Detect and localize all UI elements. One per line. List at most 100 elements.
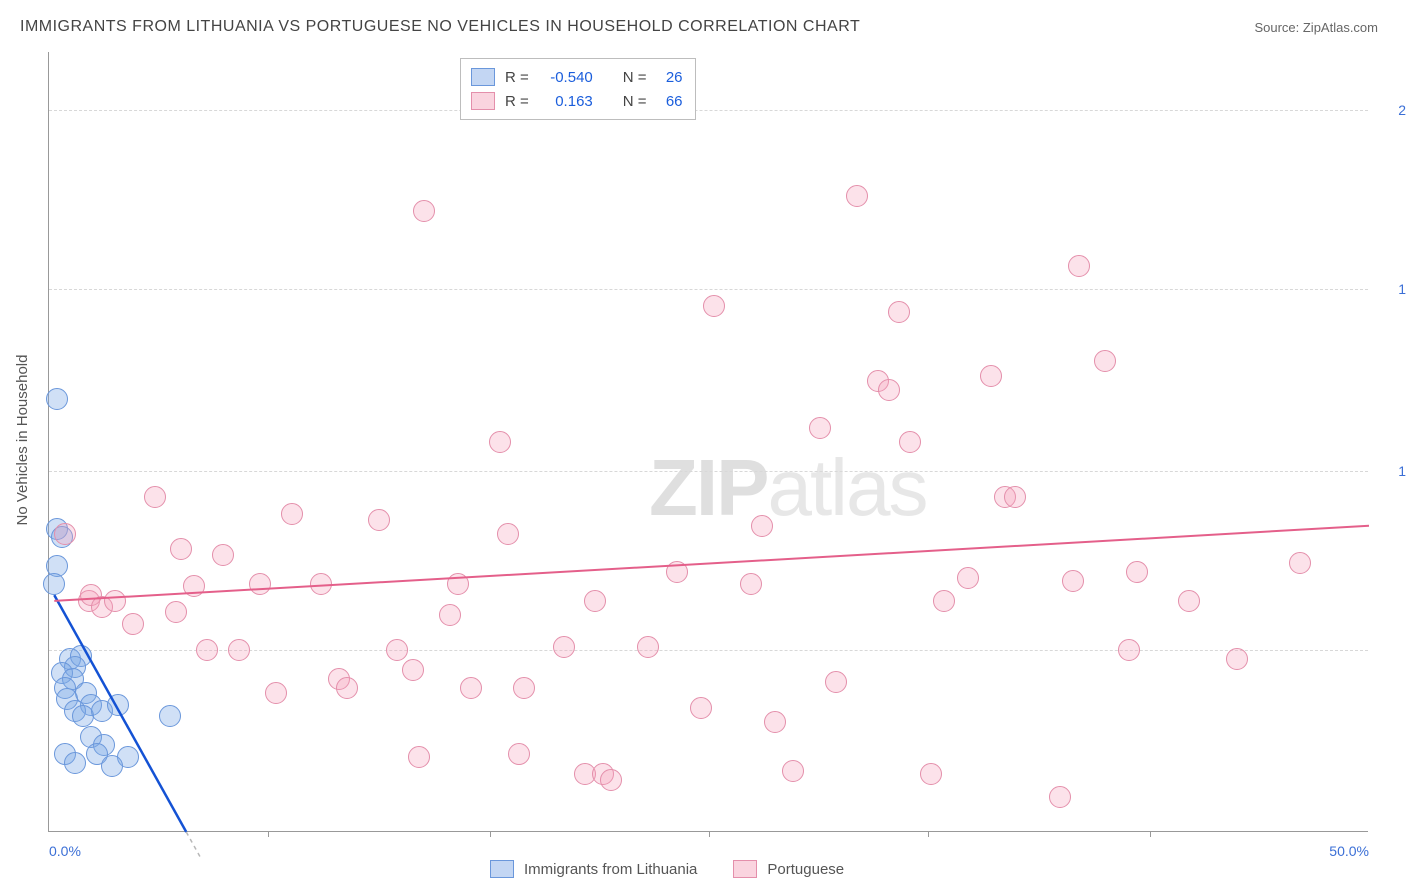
- scatter-point: [751, 515, 773, 537]
- scatter-point: [497, 523, 519, 545]
- x-tick: [1150, 831, 1151, 837]
- scatter-point: [1126, 561, 1148, 583]
- scatter-point: [1068, 255, 1090, 277]
- trend-line-extension: [186, 832, 201, 858]
- scatter-point: [281, 503, 303, 525]
- scatter-point: [553, 636, 575, 658]
- scatter-point: [584, 590, 606, 612]
- scatter-point: [600, 769, 622, 791]
- scatter-point: [336, 677, 358, 699]
- swatch-blue: [490, 860, 514, 878]
- scatter-point: [1289, 552, 1311, 574]
- scatter-point: [101, 755, 123, 777]
- x-tick-label: 50.0%: [1329, 843, 1369, 859]
- scatter-point: [764, 711, 786, 733]
- x-tick: [268, 831, 269, 837]
- chart-title: IMMIGRANTS FROM LITHUANIA VS PORTUGUESE …: [20, 18, 860, 36]
- n-label: N =: [623, 69, 647, 86]
- scatter-point: [413, 200, 435, 222]
- scatter-point: [368, 509, 390, 531]
- x-tick: [709, 831, 710, 837]
- scatter-point: [920, 763, 942, 785]
- bottom-legend: Immigrants from Lithuania Portuguese: [490, 860, 844, 878]
- scatter-point: [460, 677, 482, 699]
- y-tick-label: 18.8%: [1378, 281, 1406, 297]
- watermark: ZIPatlas: [649, 442, 926, 534]
- source-prefix: Source:: [1254, 20, 1302, 35]
- scatter-point: [878, 379, 900, 401]
- scatter-point: [439, 604, 461, 626]
- watermark-bold: ZIP: [649, 443, 767, 532]
- scatter-point: [980, 365, 1002, 387]
- scatter-point: [846, 185, 868, 207]
- scatter-point: [144, 486, 166, 508]
- scatter-point: [899, 431, 921, 453]
- scatter-point: [489, 431, 511, 453]
- x-tick: [928, 831, 929, 837]
- n-label: N =: [623, 93, 647, 110]
- y-tick-label: 12.5%: [1378, 463, 1406, 479]
- scatter-point: [107, 694, 129, 716]
- scatter-point: [447, 573, 469, 595]
- r-label: R =: [505, 93, 529, 110]
- scatter-point: [1062, 570, 1084, 592]
- scatter-point: [165, 601, 187, 623]
- y-tick-label: 6.3%: [1378, 642, 1406, 658]
- scatter-point: [703, 295, 725, 317]
- grid-line: [49, 289, 1368, 290]
- scatter-point: [809, 417, 831, 439]
- scatter-point: [54, 523, 76, 545]
- scatter-point: [212, 544, 234, 566]
- source-attribution: Source: ZipAtlas.com: [1254, 20, 1378, 35]
- legend-label-1: Portuguese: [767, 861, 844, 878]
- scatter-point: [957, 567, 979, 589]
- scatter-point: [1004, 486, 1026, 508]
- scatter-plot: ZIPatlas 6.3%12.5%18.8%25.0%0.0%50.0%: [48, 52, 1368, 832]
- scatter-point: [104, 590, 126, 612]
- scatter-point: [196, 639, 218, 661]
- scatter-point: [64, 752, 86, 774]
- legend-item-1: Portuguese: [733, 860, 844, 878]
- scatter-point: [1226, 648, 1248, 670]
- scatter-point: [782, 760, 804, 782]
- scatter-point: [666, 561, 688, 583]
- swatch-blue: [471, 68, 495, 86]
- scatter-point: [122, 613, 144, 635]
- stats-legend: R = -0.540 N = 26 R = 0.163 N = 66: [460, 58, 696, 120]
- n-value-1: 66: [657, 93, 683, 110]
- stats-row-series-1: R = 0.163 N = 66: [471, 89, 683, 113]
- scatter-point: [408, 746, 430, 768]
- scatter-point: [513, 677, 535, 699]
- swatch-pink: [471, 92, 495, 110]
- scatter-point: [170, 538, 192, 560]
- scatter-point: [1094, 350, 1116, 372]
- r-value-0: -0.540: [539, 69, 593, 86]
- scatter-point: [386, 639, 408, 661]
- scatter-point: [740, 573, 762, 595]
- stats-row-series-0: R = -0.540 N = 26: [471, 65, 683, 89]
- scatter-point: [249, 573, 271, 595]
- scatter-point: [508, 743, 530, 765]
- scatter-point: [43, 573, 65, 595]
- scatter-point: [1049, 786, 1071, 808]
- scatter-point: [310, 573, 332, 595]
- scatter-point: [265, 682, 287, 704]
- scatter-point: [690, 697, 712, 719]
- y-tick-label: 25.0%: [1378, 102, 1406, 118]
- scatter-point: [46, 388, 68, 410]
- r-value-1: 0.163: [539, 93, 593, 110]
- scatter-point: [183, 575, 205, 597]
- r-label: R =: [505, 69, 529, 86]
- scatter-point: [228, 639, 250, 661]
- scatter-point: [825, 671, 847, 693]
- grid-line: [49, 110, 1368, 111]
- scatter-point: [159, 705, 181, 727]
- watermark-rest: atlas: [767, 443, 926, 532]
- legend-item-0: Immigrants from Lithuania: [490, 860, 697, 878]
- scatter-point: [933, 590, 955, 612]
- n-value-0: 26: [657, 69, 683, 86]
- source-link[interactable]: ZipAtlas.com: [1303, 20, 1378, 35]
- swatch-pink: [733, 860, 757, 878]
- grid-line: [49, 471, 1368, 472]
- legend-label-0: Immigrants from Lithuania: [524, 861, 697, 878]
